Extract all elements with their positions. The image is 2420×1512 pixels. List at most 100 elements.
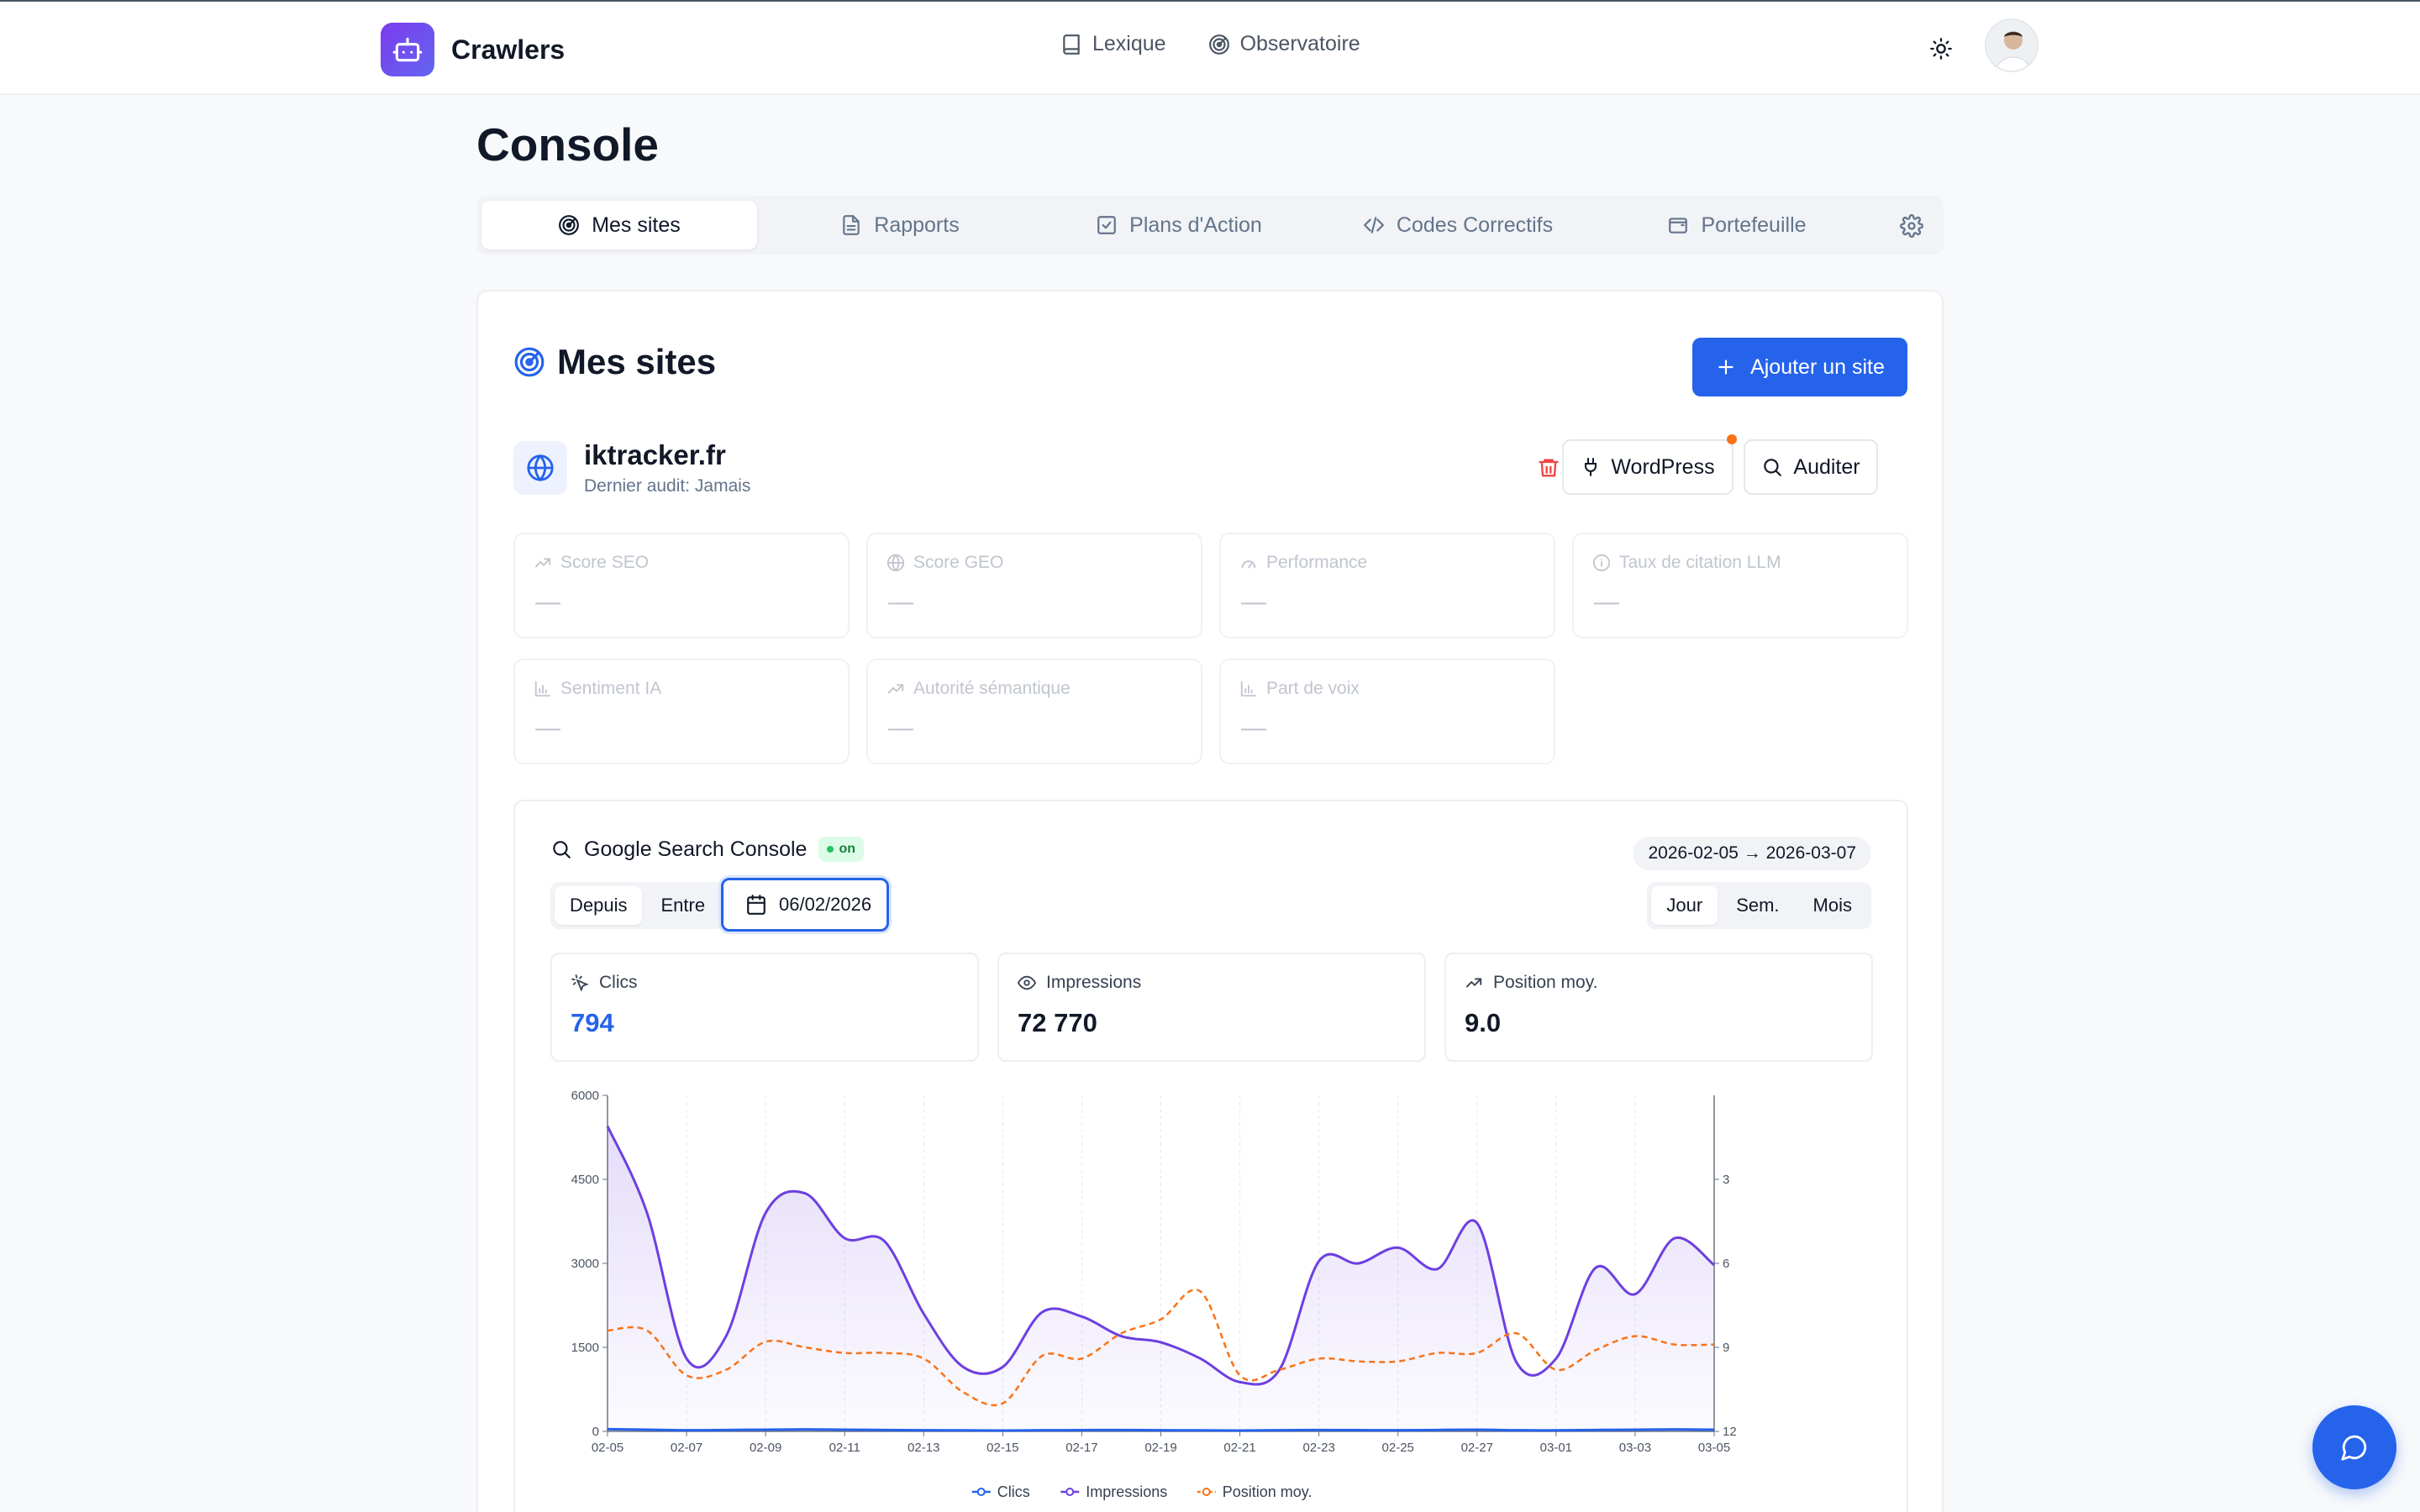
kpi-label: Clics	[599, 973, 638, 992]
date-input[interactable]: 06/02/2026	[721, 878, 889, 932]
metric-value: —	[1241, 588, 1266, 616]
radar-icon	[559, 215, 580, 235]
x-tick-label: 02-21	[1223, 1441, 1255, 1455]
y-left-tick-label: 6000	[571, 1089, 599, 1103]
trend-up-icon	[1465, 978, 1482, 988]
tab-portefeuille-label: Portefeuille	[1701, 213, 1807, 237]
audit-label: Auditer	[1793, 454, 1860, 479]
y-right-tick-label: 6	[1723, 1257, 1729, 1271]
metric-taux-citation-llm: Taux de citation LLM —	[1572, 533, 1908, 638]
kpi-label: Impressions	[1046, 973, 1142, 992]
x-tick-label: 02-15	[986, 1441, 1018, 1455]
notification-dot	[1727, 434, 1737, 444]
x-tick-label: 02-13	[908, 1441, 939, 1455]
nav-lexique[interactable]: Lexique	[1060, 32, 1166, 56]
tab-rapports[interactable]: Rapports	[762, 201, 1038, 249]
section-title: Mes sites	[513, 342, 716, 382]
wordpress-label: WordPress	[1611, 454, 1715, 479]
brand-name: Crawlers	[451, 34, 566, 65]
metric-label: Taux de citation LLM	[1619, 553, 1781, 572]
x-tick-label: 02-19	[1144, 1441, 1176, 1455]
granularity-mois[interactable]: Mois	[1812, 895, 1852, 916]
metric-label: Score GEO	[913, 553, 1004, 572]
site-name[interactable]: iktracker.fr	[584, 439, 726, 470]
radar-icon	[1208, 34, 1229, 55]
globe-icon	[513, 441, 567, 495]
granularity-sem[interactable]: Sem.	[1736, 895, 1780, 916]
gsc-title-label: Google Search Console	[584, 837, 808, 861]
tab-codes-correctifs[interactable]: Codes Correctifs	[1320, 201, 1596, 249]
robot-logo-icon	[381, 23, 434, 76]
legend-marker	[1202, 1488, 1211, 1496]
calendar-icon	[747, 895, 765, 915]
x-tick-label: 02-17	[1065, 1441, 1097, 1455]
metric-value: —	[888, 714, 913, 742]
metric-label: Autorité sémantique	[913, 679, 1071, 698]
y-right-tick-label: 3	[1723, 1173, 1729, 1187]
page-title: Console	[476, 118, 659, 171]
series-line-position-moy-	[607, 1289, 1715, 1407]
x-tick-label: 02-27	[1461, 1441, 1493, 1455]
date-range-pill: 2026-02-05 → 2026-03-07	[1633, 837, 1871, 870]
granularity-jour[interactable]: Jour	[1651, 886, 1718, 925]
wallet-icon	[1669, 218, 1688, 234]
granularity-toggle: Jour Sem. Mois	[1647, 882, 1871, 929]
x-tick-label: 02-07	[671, 1441, 702, 1455]
y-left-tick-label: 0	[592, 1425, 599, 1439]
audit-button[interactable]: Auditer	[1744, 439, 1878, 495]
checkbox-icon	[1097, 216, 1117, 234]
metric-label: Score SEO	[560, 553, 650, 572]
book-icon	[1063, 34, 1080, 55]
legend-marker	[1065, 1488, 1075, 1496]
metric-score-geo: Score GEO —	[866, 533, 1202, 638]
nav-observatoire[interactable]: Observatoire	[1208, 32, 1360, 56]
wordpress-button[interactable]: WordPress	[1562, 434, 1737, 495]
metric-sentiment-ia: Sentiment IA —	[513, 659, 850, 764]
kpi-clics: Clics 794	[550, 953, 979, 1062]
tab-plans-action-label: Plans d'Action	[1129, 213, 1262, 237]
tab-mes-sites-label: Mes sites	[592, 213, 681, 237]
legend-marker	[976, 1488, 986, 1496]
kpi-value: 72 770	[1018, 1008, 1097, 1037]
tab-rapports-label: Rapports	[874, 213, 960, 237]
kpi-value: 9.0	[1465, 1008, 1502, 1037]
x-tick-label: 02-11	[829, 1441, 860, 1455]
status-badge: on	[818, 837, 864, 862]
status-badge-label: on	[839, 842, 855, 856]
document-icon	[843, 215, 860, 235]
settings-button[interactable]	[1897, 211, 1927, 241]
tab-mes-sites[interactable]: Mes sites	[481, 201, 757, 249]
search-icon	[553, 841, 571, 858]
series-area-impressions	[608, 1126, 1714, 1431]
radar-icon	[514, 347, 544, 377]
add-site-button[interactable]: Ajouter un site	[1692, 338, 1907, 396]
mode-depuis[interactable]: Depuis	[555, 886, 643, 925]
avatar[interactable]	[1985, 18, 2039, 72]
kpi-position: Position moy. 9.0	[1444, 953, 1873, 1062]
y-left-tick-label: 1500	[571, 1341, 599, 1355]
tab-codes-correctifs-label: Codes Correctifs	[1396, 213, 1554, 237]
plus-icon	[1718, 360, 1733, 375]
bar-chart-icon	[1240, 680, 1257, 697]
mode-entre[interactable]: Entre	[660, 895, 706, 916]
chat-button[interactable]	[2312, 1405, 2396, 1489]
x-tick-label: 02-09	[750, 1441, 781, 1455]
mode-toggle: Depuis Entre	[550, 882, 725, 929]
metric-value: —	[888, 588, 913, 616]
info-icon	[1592, 554, 1611, 572]
metric-score-seo: Score SEO —	[513, 533, 850, 638]
metric-part-de-voix: Part de voix —	[1219, 659, 1555, 764]
gauge-icon	[1241, 560, 1256, 569]
kpi-value: 794	[571, 1008, 614, 1037]
top-bar: Crawlers Lexique Observatoire	[0, 0, 2420, 95]
theme-toggle-button[interactable]	[1924, 32, 1958, 66]
site-row: iktracker.fr Dernier audit: Jamais WordP…	[513, 434, 1908, 503]
metric-label: Part de voix	[1266, 679, 1360, 698]
sun-icon	[1930, 38, 1952, 60]
delete-site-button[interactable]	[1532, 451, 1565, 485]
add-site-label: Ajouter un site	[1750, 354, 1885, 379]
brand[interactable]: Crawlers	[381, 23, 565, 76]
tab-plans-action[interactable]: Plans d'Action	[1041, 201, 1317, 249]
tab-portefeuille[interactable]: Portefeuille	[1599, 201, 1875, 249]
y-right-tick-label: 9	[1723, 1341, 1729, 1355]
